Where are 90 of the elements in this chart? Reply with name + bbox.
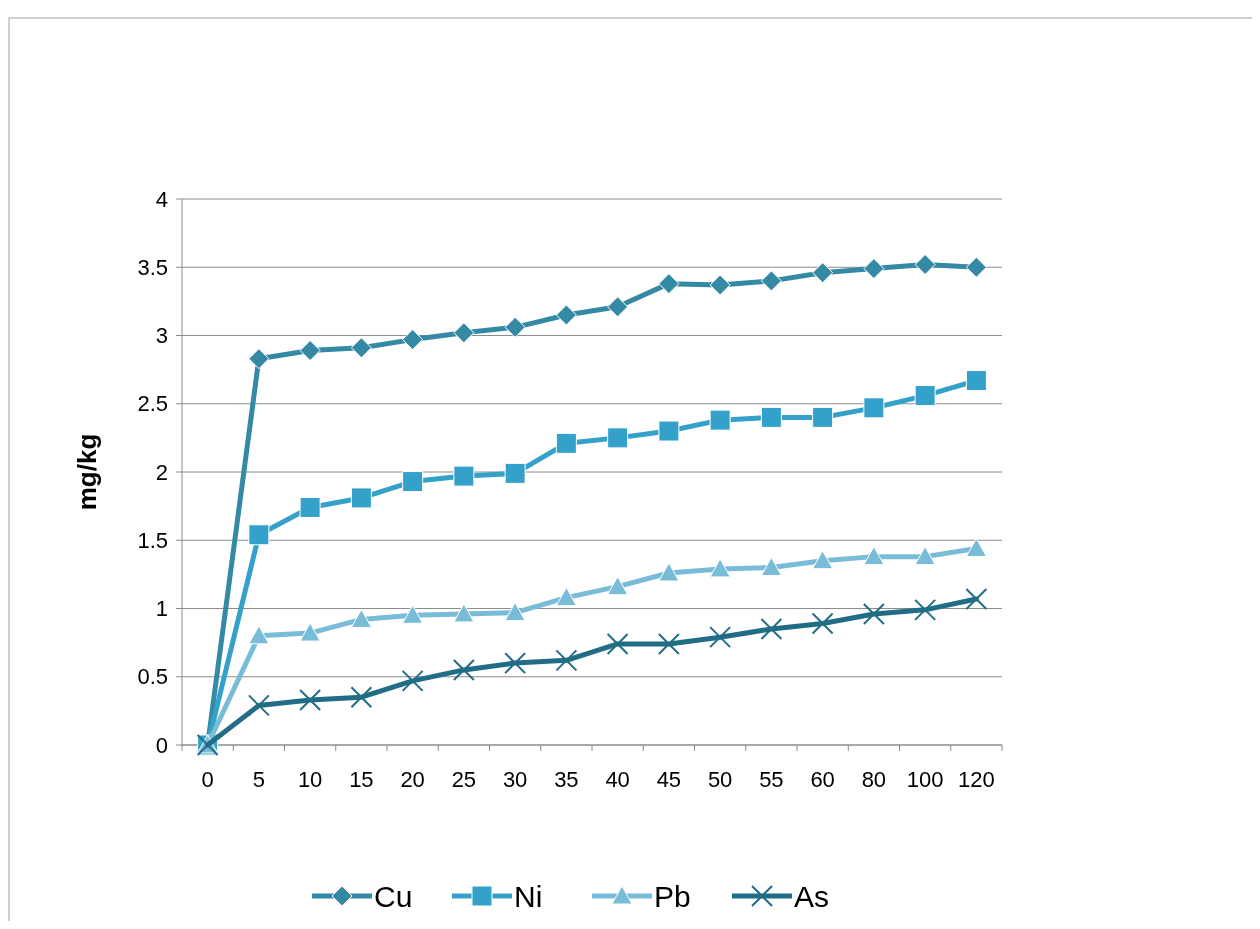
point [709,558,731,578]
point [812,550,834,570]
x-tick-label: 80 [861,767,887,792]
point [709,409,731,431]
y-tick-label: 4 [155,186,168,212]
point [965,370,987,392]
y-tick-label: 3.5 [137,254,168,280]
x-tick-label: 5 [252,767,265,792]
point [402,471,424,493]
point [248,524,270,546]
point [555,432,577,454]
point [350,487,372,509]
y-tick-label: 2.5 [137,391,168,417]
legend-label: Pb [654,879,691,913]
point [299,340,321,362]
point [812,406,834,428]
x-tick-label: 0 [201,767,214,792]
point [657,632,680,655]
point [607,296,629,318]
y-tick-label: 1.5 [137,527,168,553]
y-tick-label: 0 [155,732,168,758]
x-tick-label: 60 [810,767,835,792]
point [709,626,732,649]
point [606,632,629,655]
point [402,329,424,351]
x-tick-label: 30 [502,767,528,792]
point [299,622,321,642]
x-tick-label: 45 [656,767,682,792]
point [248,625,270,645]
y-tick-label: 0.5 [137,664,168,690]
point [914,546,936,566]
x-tick-label: 10 [297,767,323,792]
point [299,688,322,711]
point [402,604,424,624]
point [760,270,782,292]
point [607,576,629,596]
point [247,694,270,717]
point [863,546,885,566]
point [658,420,680,442]
point [504,462,526,484]
y-axis-title: mg/kg [72,433,102,511]
point [248,348,270,370]
point [965,256,987,278]
point [401,669,424,692]
point [350,686,373,709]
point [453,322,475,344]
x-tick-label: 120 [958,767,995,792]
legend-label: As [794,879,830,913]
x-tick-label: 25 [451,767,477,792]
point [607,427,629,449]
point [658,562,680,582]
x-tick-label: 20 [400,767,425,792]
point [350,608,372,628]
point [863,258,885,280]
point [914,254,936,276]
point [555,587,577,607]
x-tick-label: 50 [707,767,733,792]
point [453,603,475,623]
y-tick-label: 2 [155,459,168,485]
y-tick-label: 3 [155,323,168,349]
x-tick-label: 100 [906,767,944,792]
point [760,557,782,577]
point [504,316,526,338]
point [965,537,987,557]
point [811,612,834,635]
y-tick-label: 1 [155,596,168,622]
point [350,337,372,359]
point [709,274,731,296]
point [862,602,885,625]
point [555,649,578,672]
x-tick-label: 35 [554,767,579,792]
point [760,617,783,640]
point [914,385,936,407]
point [504,652,527,675]
point [812,262,834,284]
legend-label: Ni [514,879,543,913]
x-tick-label: 40 [605,767,630,792]
point [453,465,475,487]
point [863,397,885,419]
point [760,406,782,428]
point [299,496,321,518]
point [555,304,577,326]
point [504,602,526,622]
point [965,587,988,610]
legend-label: Cu [374,879,413,913]
x-tick-label: 55 [759,767,784,792]
point [452,658,475,681]
point [658,273,680,295]
x-tick-label: 15 [349,767,374,792]
point [914,598,937,621]
